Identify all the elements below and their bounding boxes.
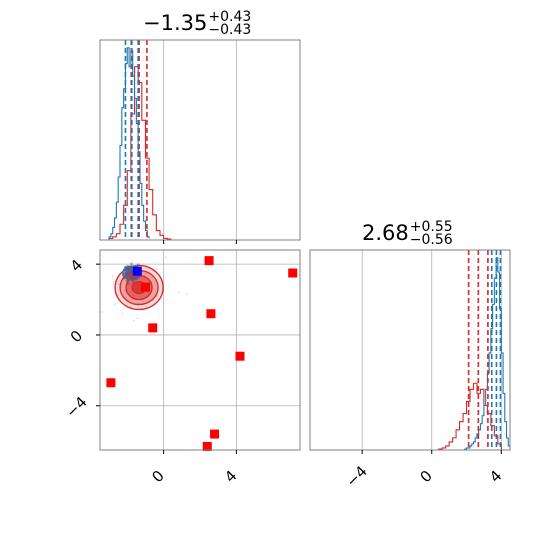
x-tick-label: 0 xyxy=(416,467,435,486)
quantile-lines xyxy=(467,250,502,450)
sample-point xyxy=(137,305,139,307)
blue-sample-point xyxy=(130,262,133,266)
sample-point xyxy=(112,282,115,285)
axes-frame xyxy=(99,249,301,451)
sample-point xyxy=(125,292,127,295)
ticks xyxy=(163,240,237,244)
sample-point xyxy=(101,311,104,313)
contours xyxy=(114,264,164,311)
title-minus: −0.43 xyxy=(208,22,251,38)
quantile-lines xyxy=(124,40,148,240)
grid-lines xyxy=(100,250,300,450)
sample-point xyxy=(132,319,135,322)
axes-frame xyxy=(309,249,511,451)
x-tick-label: 4 xyxy=(221,467,240,486)
red-square-marker xyxy=(235,351,245,361)
blue-square-marker xyxy=(132,266,142,276)
red-square-marker xyxy=(288,268,298,278)
sample-point xyxy=(165,256,167,259)
x-tick-label: 4 xyxy=(486,467,505,486)
panel-bottom-left: 0 4 −4 0 4 xyxy=(62,249,301,486)
sample-point xyxy=(131,298,134,301)
sample-point xyxy=(155,267,158,270)
red-histogram xyxy=(438,382,502,450)
blue-sample-point xyxy=(128,268,132,272)
panel-title: −1.35 xyxy=(143,11,207,35)
ticks: −4 0 4 xyxy=(342,450,506,491)
square-markers xyxy=(106,256,298,451)
sample-point xyxy=(178,291,181,294)
title-minus: −0.56 xyxy=(410,232,453,248)
red-square-marker xyxy=(148,323,158,333)
sample-point xyxy=(114,303,116,306)
sample-point xyxy=(111,275,114,278)
title-plus: +0.43 xyxy=(208,9,251,25)
red-square-marker xyxy=(206,309,216,319)
y-tick-label: 4 xyxy=(67,256,86,275)
red-square-marker xyxy=(210,429,220,439)
sample-point xyxy=(144,273,147,275)
y-tick-label: 0 xyxy=(67,327,86,346)
sample-point xyxy=(123,289,126,292)
title-plus: +0.55 xyxy=(410,219,453,235)
sample-point xyxy=(112,280,115,283)
sample-point xyxy=(117,283,120,286)
blue-histogram xyxy=(108,47,150,240)
title-value: 2.68 xyxy=(362,221,409,245)
title-value: −1.35 xyxy=(143,11,207,35)
sample-point xyxy=(136,317,139,320)
histograms xyxy=(438,257,511,450)
sample-point xyxy=(186,292,189,295)
red-square-marker xyxy=(106,378,116,388)
panel-top-left: −1.35 +0.43 −0.43 xyxy=(99,9,301,244)
x-tick-label: 0 xyxy=(148,467,167,486)
sample-point xyxy=(144,306,147,308)
panel-bottom-right: −4 0 4 2.68 +0.55 −0.56 xyxy=(309,219,511,491)
histograms xyxy=(108,47,172,240)
grid-lines xyxy=(361,250,502,450)
panel-title: 2.68 xyxy=(362,221,409,245)
axes-frame xyxy=(99,39,301,241)
y-tick-label: −4 xyxy=(62,393,90,421)
grid-lines xyxy=(163,40,237,240)
sample-point xyxy=(121,312,124,315)
red-square-marker xyxy=(202,441,212,451)
red-square-marker xyxy=(204,256,214,266)
x-tick-label: −4 xyxy=(342,462,370,490)
sample-point xyxy=(152,299,155,302)
red-square-marker xyxy=(140,282,150,292)
red-histogram xyxy=(108,66,172,240)
